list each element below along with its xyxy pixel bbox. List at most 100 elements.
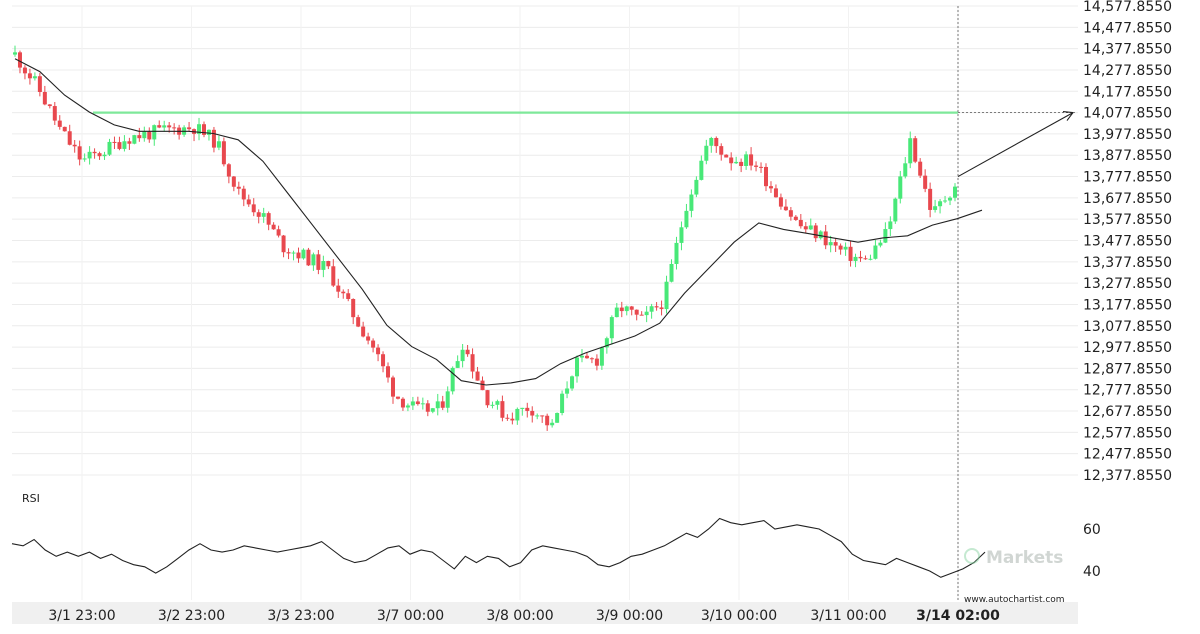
price-tick-label: 13,477.8550: [1083, 234, 1172, 250]
candle-body: [808, 225, 813, 230]
candle-body: [490, 404, 495, 406]
candle-body: [525, 407, 530, 411]
candle-body: [326, 261, 331, 267]
candle-body: [435, 401, 440, 409]
candle-body: [883, 229, 888, 243]
candle-body: [560, 393, 565, 413]
candle-body: [570, 376, 575, 389]
candle-body: [17, 52, 22, 68]
candle-body: [316, 254, 321, 270]
candle-body: [843, 246, 848, 250]
candle-body: [87, 151, 92, 159]
candle-body: [579, 355, 584, 358]
candle-body: [27, 73, 32, 79]
watermark-brand: Markets: [986, 548, 1063, 568]
candle-body: [783, 206, 788, 211]
price-tick-label: 12,977.8550: [1083, 340, 1172, 356]
candle-body: [241, 188, 246, 200]
candle-body: [868, 258, 873, 260]
candle-body: [744, 154, 749, 166]
candle-body: [510, 418, 515, 421]
candle-body: [47, 104, 52, 107]
candle-body: [336, 285, 341, 292]
candle-body: [361, 326, 366, 337]
candle-body: [147, 131, 152, 140]
candle-body: [515, 408, 520, 421]
candle-body: [604, 338, 609, 348]
candle-body: [928, 188, 933, 210]
candle-body: [172, 127, 177, 129]
time-tick-label: 3/9 00:00: [596, 608, 663, 624]
candle-body: [933, 206, 938, 210]
candle-body: [107, 141, 112, 155]
candle-body: [898, 176, 903, 199]
candle-body: [619, 307, 624, 312]
candle-body: [395, 396, 400, 399]
candle-body: [938, 201, 943, 207]
rsi-tick-label: 60: [1083, 522, 1101, 538]
candle-body: [67, 131, 72, 145]
candle-body: [301, 249, 306, 259]
candle-body: [923, 175, 928, 189]
candle-body: [828, 242, 833, 246]
candle-body: [679, 227, 684, 243]
candle-body: [773, 188, 778, 198]
price-tick-label: 13,377.8550: [1083, 255, 1172, 271]
candle-body: [415, 401, 420, 405]
watermark: Markets: [964, 548, 1063, 568]
candle-body: [341, 291, 346, 294]
candle-body: [137, 135, 142, 139]
price-tick-label: 13,077.8550: [1083, 319, 1172, 335]
candle-body: [505, 417, 510, 419]
candle-body: [122, 141, 127, 149]
candle-body: [614, 307, 619, 318]
candle-body: [803, 226, 808, 230]
candle-body: [201, 124, 206, 135]
candle-body: [281, 235, 286, 253]
candle-body: [669, 263, 674, 282]
candle-body: [818, 231, 823, 239]
candle-body: [768, 186, 773, 189]
candle-body: [231, 176, 236, 187]
candle-body: [530, 410, 535, 416]
candle-body: [629, 306, 634, 310]
rsi-label: RSI: [22, 492, 40, 505]
candle-body: [664, 281, 669, 310]
candle-body: [878, 242, 883, 246]
candle-body: [639, 314, 644, 316]
candle-body: [470, 354, 475, 372]
candle-body: [117, 142, 122, 149]
candle-body: [520, 407, 525, 409]
candle-body: [216, 141, 221, 148]
candle-body: [953, 186, 957, 198]
candle-body: [430, 408, 435, 412]
candle-body: [420, 403, 425, 405]
candle-body: [142, 131, 147, 139]
candle-body: [644, 311, 649, 316]
price-tick-label: 14,477.8550: [1083, 20, 1172, 36]
price-tick-label: 12,477.8550: [1083, 447, 1172, 463]
projection-arrowhead: [1062, 111, 1075, 121]
candle-body: [57, 120, 62, 127]
candle-body: [589, 358, 594, 360]
price-tick-label: 14,377.8550: [1083, 42, 1172, 58]
time-tick-label: 3/14 02:00: [916, 608, 1000, 624]
candle-body: [221, 141, 226, 165]
candle-body: [948, 197, 953, 201]
candle-body: [37, 76, 42, 92]
candle-body: [609, 317, 614, 339]
candle-body: [709, 137, 714, 146]
candle-body: [251, 204, 256, 213]
candle-body: [261, 213, 266, 217]
candle-body: [943, 200, 948, 202]
candle-body: [873, 245, 878, 259]
candle-body: [778, 197, 783, 207]
candle-body: [187, 127, 192, 130]
price-tick-label: 13,777.8550: [1083, 170, 1172, 186]
candle-body: [694, 179, 699, 195]
candle-body: [913, 138, 918, 162]
candle-body: [689, 194, 694, 211]
price-tick-label: 12,777.8550: [1083, 383, 1172, 399]
candle-body: [759, 166, 764, 168]
